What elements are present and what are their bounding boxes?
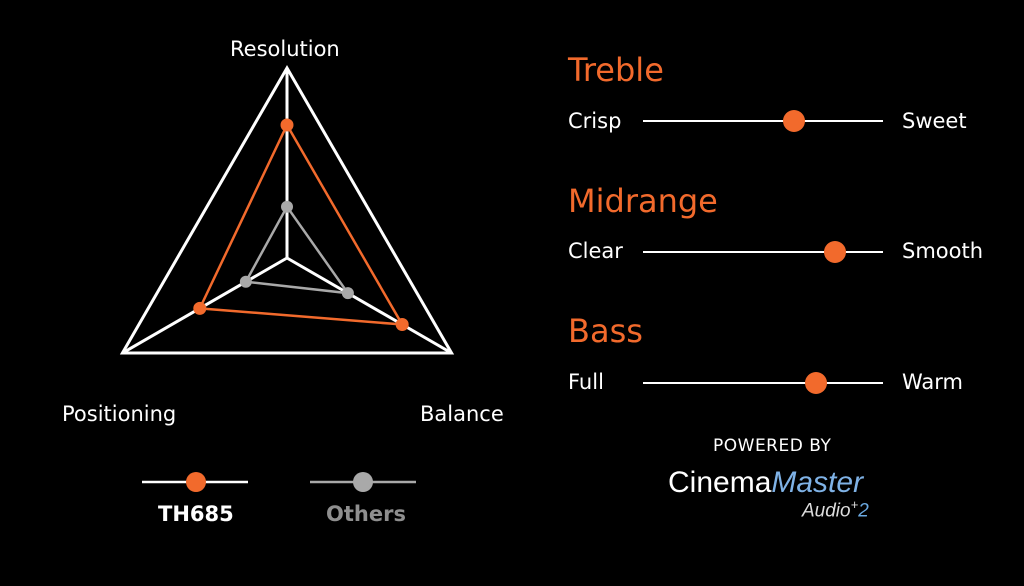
radar-series-th685	[197, 122, 405, 326]
radar-point-th685-resolution	[280, 118, 294, 132]
slider-title-treble: Treble	[568, 51, 664, 89]
slider-title-midrange: Midrange	[568, 182, 718, 220]
legend-marker-others	[353, 472, 373, 492]
axis-label-positioning: Positioning	[62, 402, 177, 426]
slider-track-midrange	[643, 251, 883, 253]
logo-plus: +	[850, 497, 859, 512]
slider-title-bass: Bass	[568, 312, 643, 350]
slider-left-label-bass: Full	[568, 370, 604, 394]
logo-version: 2	[858, 500, 869, 522]
slider-left-label-treble: Crisp	[568, 109, 622, 133]
logo-cinema-text: Cinema	[668, 466, 772, 499]
logo-master-text: Master	[771, 466, 864, 499]
radar-point-others-balance	[341, 287, 354, 300]
slider-knob-bass[interactable]	[804, 372, 827, 394]
powered-by-label: POWERED BY	[713, 436, 832, 456]
legend-markers	[142, 472, 416, 492]
logo-audio-word: Audio	[802, 500, 851, 522]
radar-point-th685-balance	[395, 318, 409, 331]
slider-track-bass	[643, 382, 883, 384]
slider-right-label-midrange: Smooth	[902, 239, 984, 263]
slider-knob-treble[interactable]	[783, 110, 806, 132]
cinemamaster-logo: CinemaMaster	[668, 466, 863, 500]
slider-knob-midrange[interactable]	[824, 241, 846, 263]
slider-track-treble	[643, 120, 883, 122]
axis-label-resolution: Resolution	[230, 37, 340, 61]
slider-right-label-treble: Sweet	[902, 109, 967, 133]
logo-audio-text: Audio+2	[802, 497, 869, 522]
slider-left-label-midrange: Clear	[568, 239, 623, 263]
radar-point-th685-positioning	[193, 301, 207, 315]
radar-point-others-positioning	[239, 275, 252, 288]
radar-series-others	[243, 204, 351, 295]
radar-chart	[119, 65, 455, 355]
radar-point-others-resolution	[281, 200, 293, 213]
radar-frame-triangle	[119, 65, 455, 355]
axis-label-balance: Balance	[420, 402, 504, 426]
legend-label-th685: TH685	[158, 502, 234, 526]
legend-marker-th685	[186, 472, 206, 492]
radar-axis-spoke-balance	[286, 256, 453, 355]
slider-right-label-bass: Warm	[902, 370, 964, 394]
legend-label-others: Others	[326, 502, 406, 526]
